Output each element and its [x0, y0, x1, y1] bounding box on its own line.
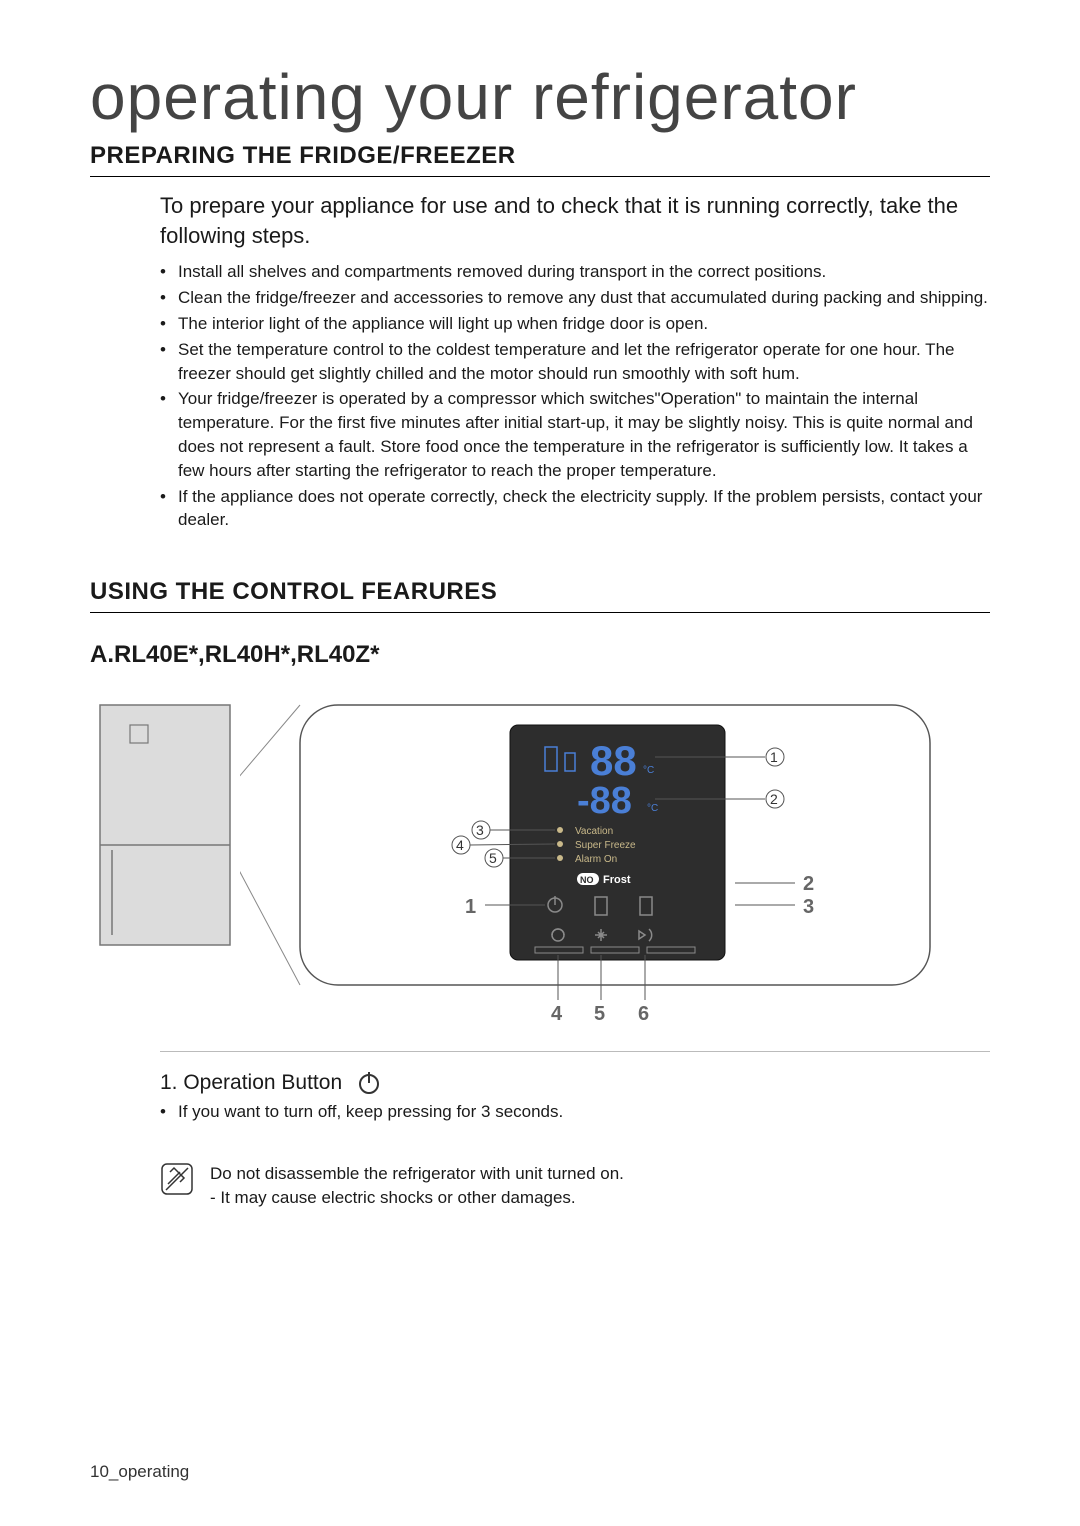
svg-text:Alarm On: Alarm On: [575, 854, 617, 865]
svg-text:°C: °C: [647, 803, 658, 814]
fridge-outline-icon: [90, 695, 240, 955]
no-disassemble-icon: [160, 1162, 194, 1196]
page-title: operating your refrigerator: [90, 60, 990, 134]
operation-bullets: If you want to turn off, keep pressing f…: [160, 1102, 990, 1122]
bullet-item: If you want to turn off, keep pressing f…: [160, 1102, 990, 1122]
svg-text:Frost: Frost: [603, 874, 631, 886]
svg-text:4: 4: [456, 837, 464, 853]
bullet-item: Clean the fridge/freezer and accessories…: [160, 286, 990, 310]
warning-line: Do not disassemble the refrigerator with…: [210, 1162, 624, 1186]
svg-text:2: 2: [770, 791, 778, 807]
warning-line: - It may cause electric shocks or other …: [210, 1186, 624, 1210]
fridge-temp-display: 88: [590, 737, 637, 784]
bullet-item: Install all shelves and compartments rem…: [160, 260, 990, 284]
bullet-item: If the appliance does not operate correc…: [160, 485, 990, 533]
control-panel-diagram: 88 °C -88 °C Vacation Super Freeze Alarm…: [240, 695, 990, 1025]
power-icon: [356, 1070, 382, 1096]
svg-text:6: 6: [638, 1003, 649, 1025]
preparing-intro: To prepare your appliance for use and to…: [160, 191, 990, 250]
control-diagram: 88 °C -88 °C Vacation Super Freeze Alarm…: [90, 695, 990, 1025]
svg-text:3: 3: [803, 896, 814, 918]
svg-text:5: 5: [594, 1003, 605, 1025]
svg-text:2: 2: [803, 873, 814, 895]
svg-text:3: 3: [476, 822, 484, 838]
divider: [160, 1051, 990, 1052]
page-footer: 10_operating: [90, 1462, 189, 1482]
bullet-item: The interior light of the appliance will…: [160, 312, 990, 336]
svg-text:Vacation: Vacation: [575, 826, 613, 837]
svg-text:1: 1: [465, 896, 476, 918]
svg-text:1: 1: [770, 749, 778, 765]
warning-block: Do not disassemble the refrigerator with…: [160, 1162, 990, 1210]
bullet-item: Set the temperature control to the colde…: [160, 338, 990, 386]
svg-text:NO: NO: [580, 875, 594, 885]
svg-text:Super Freeze: Super Freeze: [575, 840, 636, 851]
svg-text:5: 5: [489, 850, 497, 866]
svg-text:4: 4: [551, 1003, 563, 1025]
model-heading: A.RL40E*,RL40H*,RL40Z*: [90, 641, 990, 669]
section-preparing-heading: PREPARING THE FRIDGE/FREEZER: [90, 142, 990, 177]
operation-button-heading: 1. Operation Button: [160, 1070, 990, 1096]
bullet-item: Your fridge/freezer is operated by a com…: [160, 387, 990, 482]
section-control-heading: USING THE CONTROL FEARURES: [90, 578, 990, 613]
svg-text:°C: °C: [643, 765, 654, 776]
preparing-bullets: Install all shelves and compartments rem…: [160, 260, 990, 532]
freezer-temp-display: -88: [577, 780, 632, 822]
